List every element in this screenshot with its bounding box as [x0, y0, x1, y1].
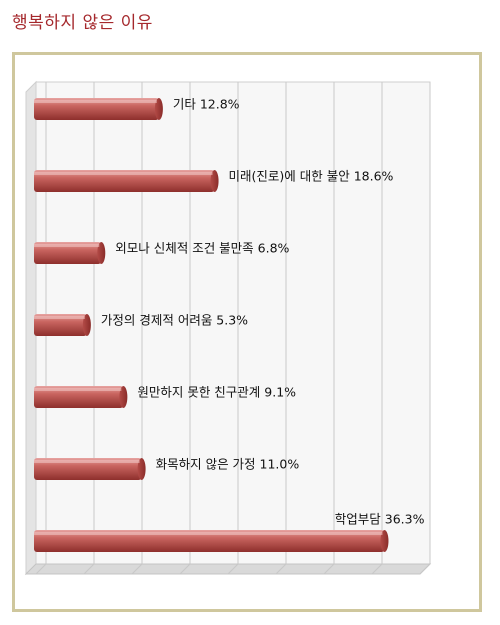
- bar-body: [34, 314, 87, 336]
- data-label: 학업부담 36.3%: [335, 512, 425, 527]
- bar-body: [34, 530, 385, 552]
- bar-cap: [154, 98, 163, 120]
- gridline-floor: [275, 563, 287, 575]
- data-labels: 기타 12.8% 미래(진로)에 대한 불안 18.6% 외모나 신체적 조건 불만…: [101, 97, 425, 527]
- gridline-floor: [35, 563, 47, 575]
- page-title: 행복하지 않은 이유: [12, 13, 153, 33]
- gridline-floor: [83, 563, 95, 575]
- plot-area: [24, 80, 432, 576]
- bar-highlight: [34, 172, 213, 175]
- bar: [34, 530, 389, 552]
- bar-body: [34, 98, 159, 120]
- bar-body: [34, 242, 102, 264]
- gridlines: [35, 82, 431, 575]
- data-label: 미래(진로)에 대한 불안 18.6%: [229, 169, 394, 184]
- bar-cap: [97, 242, 106, 264]
- bar-cap: [137, 458, 146, 480]
- bar: [34, 98, 163, 120]
- bar-highlight: [34, 100, 157, 103]
- bar: [34, 386, 128, 408]
- bar-body: [34, 170, 215, 192]
- gridline-floor: [179, 563, 191, 575]
- bar: [34, 242, 106, 264]
- bar-highlight: [34, 244, 100, 247]
- bar-highlight: [34, 388, 122, 391]
- data-label: 화목하지 않은 가정 11.0%: [156, 457, 300, 472]
- bar-cap: [82, 314, 91, 336]
- data-label: 기타 12.8%: [173, 97, 240, 112]
- bar: [34, 170, 219, 192]
- bar-cap: [119, 386, 128, 408]
- bar-cap: [380, 530, 389, 552]
- bar: [34, 458, 146, 480]
- bar-series: [34, 98, 389, 552]
- bar-cap: [210, 170, 219, 192]
- bar: [34, 314, 91, 336]
- data-label: 가정의 경제적 어려움 5.3%: [101, 313, 248, 328]
- bar-highlight: [34, 460, 140, 463]
- gridline-floor: [131, 563, 143, 575]
- bar-body: [34, 458, 142, 480]
- gridline-floor: [419, 563, 431, 575]
- gridline-floor: [323, 563, 335, 575]
- gridline-floor: [227, 563, 239, 575]
- data-label: 외모나 신체적 조건 불만족 6.8%: [115, 241, 289, 256]
- bar-highlight: [34, 316, 85, 319]
- data-label: 원만하지 못한 친구관계 9.1%: [137, 385, 296, 400]
- gridline-floor: [371, 563, 383, 575]
- bar-body: [34, 386, 124, 408]
- plot-floor: [24, 563, 432, 575]
- bar-highlight: [34, 532, 383, 535]
